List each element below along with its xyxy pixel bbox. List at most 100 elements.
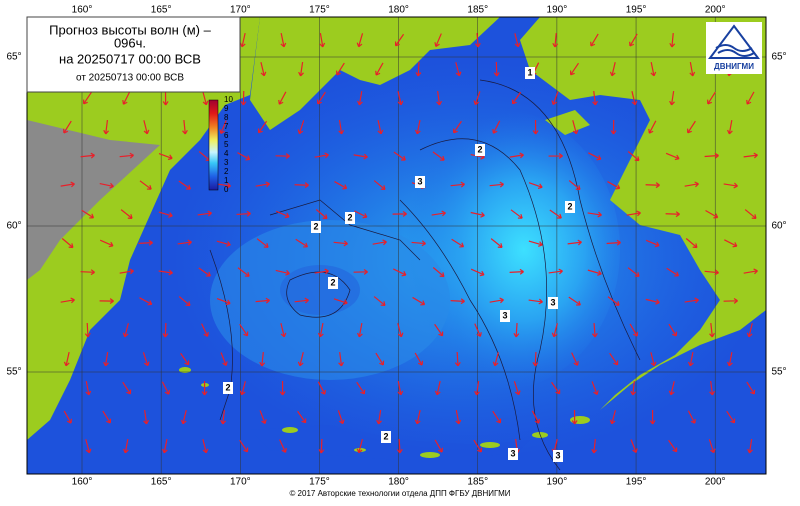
arrow (317, 323, 324, 338)
colorbar-label: 6 (224, 131, 229, 140)
arrow (414, 120, 421, 135)
arrow (201, 380, 208, 396)
lon-label-bottom: 165° (151, 477, 172, 488)
arrow (591, 322, 598, 338)
arrow (415, 61, 422, 77)
arrow (552, 32, 559, 48)
arrow (314, 152, 329, 159)
arrow (119, 268, 134, 275)
arrow (377, 120, 384, 135)
arrow (142, 352, 150, 367)
arrow (318, 438, 325, 454)
arrow (356, 323, 363, 338)
arrow (609, 352, 619, 366)
arrow (275, 153, 290, 160)
lon-label-bottom: 175° (309, 477, 330, 488)
contour-label-bg (553, 450, 563, 462)
colorbar-label: 4 (224, 149, 229, 158)
contour-label-bg (565, 201, 575, 213)
arrow (63, 120, 72, 134)
arrow (177, 239, 192, 246)
arrow (356, 439, 363, 454)
arrow (474, 380, 480, 396)
contour-label: 2 (347, 212, 352, 222)
arrow (571, 409, 578, 425)
lon-label-top: 180° (388, 5, 409, 16)
contour-label-bg (415, 176, 425, 188)
arrow (493, 61, 500, 77)
arrow (450, 298, 465, 305)
arrow (606, 239, 621, 246)
arrow (548, 153, 563, 159)
arrow (220, 352, 228, 367)
contour-label: 3 (550, 297, 555, 307)
arrow (202, 91, 209, 106)
arrow (356, 33, 364, 48)
arrow (590, 33, 599, 47)
arrow (338, 351, 344, 367)
arrow (470, 268, 485, 277)
arrow (201, 323, 209, 337)
arrow (138, 239, 153, 246)
title-box (26, 16, 241, 93)
arrow (376, 409, 382, 425)
arrow (473, 91, 481, 106)
lon-label-bottom: 170° (230, 477, 251, 488)
arrow (489, 181, 504, 188)
arrow (161, 439, 168, 454)
arrow (412, 296, 426, 306)
arrow (220, 409, 227, 425)
arrow (551, 323, 558, 338)
arrow (587, 211, 602, 218)
arrow (474, 32, 481, 48)
arrow (704, 269, 719, 276)
arrow (143, 120, 150, 135)
arrow (275, 269, 290, 276)
arrow (587, 269, 602, 276)
arrow (434, 323, 444, 337)
arrow (743, 152, 758, 159)
colorbar-label: 1 (224, 176, 229, 185)
arrow (627, 151, 640, 162)
arrow (666, 267, 680, 277)
contour-label-bg (508, 448, 518, 460)
arrow (216, 240, 231, 247)
arrow (162, 90, 169, 106)
arrow (182, 119, 188, 135)
arrow (630, 439, 638, 454)
lon-label-bottom: 185° (467, 477, 488, 488)
arrow (509, 152, 524, 159)
arrow (669, 32, 676, 48)
lon-label-top: 190° (547, 5, 568, 16)
arrow (549, 209, 562, 219)
arrow (239, 381, 246, 396)
arrow (665, 211, 680, 218)
contour-label: 2 (567, 201, 572, 211)
arrow (314, 268, 329, 275)
arrow (202, 439, 209, 454)
arrow (414, 352, 424, 366)
arrow (631, 91, 638, 106)
arrow (528, 298, 543, 305)
arrow (317, 91, 326, 105)
lat-label-right: 60° (771, 221, 786, 232)
arrow (85, 439, 92, 454)
lat-label-left: 65° (6, 52, 21, 63)
arrow (216, 297, 231, 306)
arrow (397, 323, 404, 338)
lon-label-bottom: 160° (72, 477, 93, 488)
arrow (396, 438, 403, 454)
arrow (397, 91, 404, 106)
lon-label-top: 195° (626, 5, 647, 16)
arrow (451, 238, 465, 248)
arrow (592, 90, 598, 106)
arrow (61, 238, 74, 249)
logo-icon (708, 24, 760, 59)
arrow (255, 297, 270, 304)
arrow (315, 209, 328, 220)
contour-label-bg (500, 310, 510, 322)
arrow (450, 181, 465, 188)
arrow (668, 323, 678, 337)
arrow (431, 210, 446, 217)
